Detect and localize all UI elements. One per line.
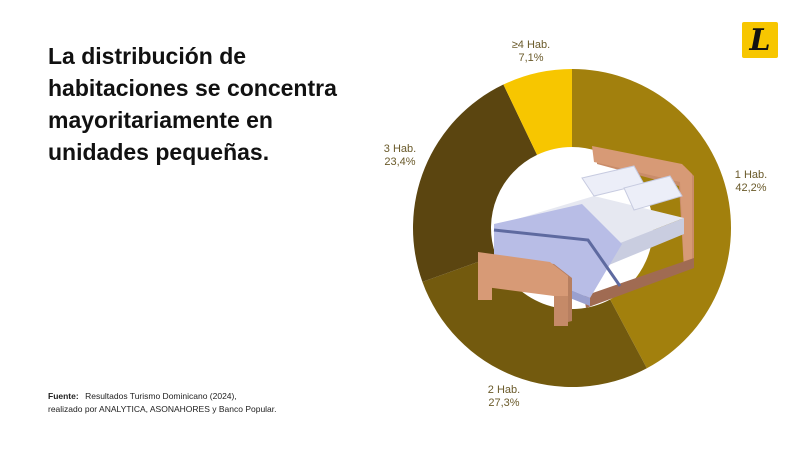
slice-value-3: 23,4% (384, 156, 415, 168)
slice-label-1: 1 Hab. (735, 169, 767, 181)
donut-slices (413, 69, 731, 387)
source-line-1: Resultados Turismo Dominicano (2024), (85, 391, 237, 401)
slice-1 (572, 69, 731, 369)
logo-letter: L (749, 22, 771, 58)
slice-3 (413, 84, 538, 282)
slice-value-4: 7,1% (518, 52, 543, 64)
donut-labels: 1 Hab.42,2% 2 Hab.27,3% 3 Hab.23,4% ≥4 Hab.… (384, 39, 767, 409)
slice-value-1: 42,2% (735, 182, 766, 194)
source-line-2: realizado por ANALYTICA, ASONAHORES y Ba… (48, 404, 277, 414)
source-note: Fuente: Resultados Turismo Dominicano (2… (48, 390, 378, 416)
slice-label-2: 2 Hab. (488, 384, 520, 396)
listin-logo-icon: L (742, 22, 778, 58)
slice-4 (503, 69, 572, 155)
page-title: La distribución de habitaciones se conce… (48, 43, 337, 165)
source-label: Fuente: (48, 391, 79, 401)
slice-label-3: 3 Hab. (384, 143, 416, 155)
bed-icon (478, 146, 694, 326)
slice-value-2: 27,3% (488, 397, 519, 409)
slice-label-4: ≥4 Hab. (512, 39, 550, 51)
